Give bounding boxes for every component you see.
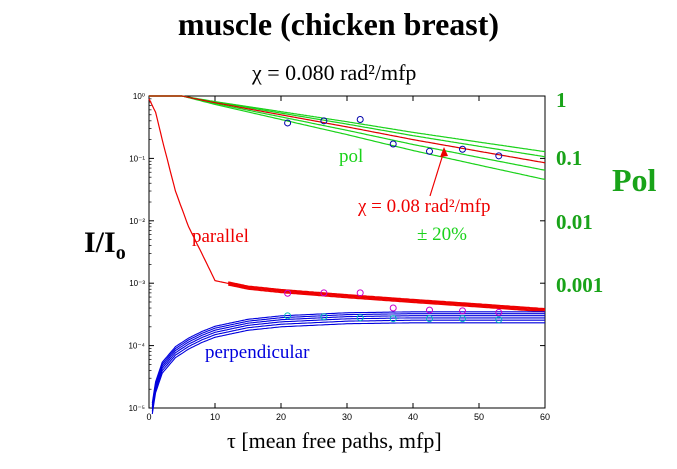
- y-tick-label: 10⁻³: [129, 279, 145, 288]
- x-tick-label: 40: [408, 412, 418, 422]
- fit-annotation: χ = 0.08 rad²/mfp: [357, 196, 491, 217]
- data-point-parallel: [284, 289, 292, 297]
- pol-fit-curve: [149, 95, 546, 164]
- perpendicular-annotation: perpendicular: [205, 342, 310, 363]
- data-point-pol: [356, 116, 364, 124]
- x-tick-label: 10: [210, 412, 220, 422]
- pol-curve: [149, 95, 546, 181]
- x-axis-label: τ [mean free paths, mfp]: [227, 428, 442, 453]
- chart-title: muscle (chicken breast): [177, 6, 500, 42]
- y-tick-label: 10⁻⁵: [129, 404, 145, 413]
- data-point-perpendicular: [459, 315, 466, 323]
- x-tick-label: 30: [342, 412, 352, 422]
- axis-ticks: 0 10 20 30 40 50 60 10⁰ 10⁻¹ 10⁻² 10⁻³ 10⁻⁴ 10⁻⁵ 1 0.1…: [128, 88, 603, 422]
- pol-curve: [149, 95, 546, 153]
- data-point-pol: [389, 140, 397, 148]
- parallel-annotation: parallel: [192, 226, 249, 247]
- y-tick-label: 10⁻²: [129, 217, 145, 226]
- data-point-perpendicular: [320, 313, 328, 321]
- data-point-perpendicular: [389, 315, 397, 323]
- perpendicular-curve: [151, 311, 545, 404]
- data-point-parallel: [426, 306, 433, 314]
- parallel-band-curve: [228, 284, 546, 313]
- right-tick-label: 0.001: [556, 273, 603, 297]
- parallel-band-curve: [228, 281, 546, 310]
- data-point-pol: [426, 147, 433, 155]
- x-tick-label: 60: [540, 412, 550, 422]
- curve-labels: pol parallel perpendicular χ = 0.08 rad²/mf…: [192, 146, 491, 363]
- data-point-parallel: [356, 289, 364, 297]
- y-axis-label-sub: o: [115, 242, 126, 264]
- data-point-perpendicular: [356, 314, 364, 322]
- chart-subtitle: χ = 0.080 rad²/mfp: [252, 60, 417, 85]
- right-axis-label: Pol: [612, 162, 657, 198]
- range-annotation: ± 20%: [417, 224, 467, 245]
- data-points: [284, 116, 503, 324]
- y-tick-label: 10⁻¹: [129, 154, 145, 163]
- x-tick-label: 0: [146, 412, 151, 422]
- data-point-pol: [284, 119, 292, 127]
- data-point-perpendicular: [495, 316, 503, 324]
- data-point-pol: [459, 145, 466, 153]
- pol-annotation: pol: [339, 146, 363, 167]
- y-axis-label-main: I/I: [84, 226, 116, 259]
- perpendicular-curve: [151, 313, 545, 405]
- fit-arrow-head: [440, 147, 448, 157]
- y-tick-label: 10⁻⁴: [128, 342, 145, 351]
- data-point-parallel: [459, 307, 466, 315]
- right-tick-label: 0.1: [556, 146, 582, 170]
- data-point-perpendicular: [426, 315, 433, 323]
- pol-curve: [149, 95, 546, 171]
- x-tick-label: 20: [276, 412, 286, 422]
- data-point-parallel: [389, 304, 397, 312]
- data-point-pol: [495, 152, 503, 160]
- fit-arrow-line: [429, 150, 445, 197]
- right-tick-label: 1: [556, 88, 567, 112]
- data-point-parallel: [495, 308, 503, 316]
- perpendicular-curve: [151, 319, 545, 412]
- perpendicular-curve: [151, 322, 545, 415]
- data-point-perpendicular: [284, 312, 292, 320]
- data-point-pol: [320, 117, 328, 125]
- parallel-band-curve: [228, 282, 546, 311]
- y-tick-label: 10⁰: [133, 92, 145, 101]
- x-tick-label: 50: [474, 412, 484, 422]
- right-tick-label: 0.01: [556, 210, 593, 234]
- perpendicular-curve: [151, 317, 545, 410]
- y-axis-label: I/Io: [84, 226, 126, 265]
- perpendicular-curve: [151, 315, 545, 407]
- data-point-parallel: [320, 289, 328, 297]
- curves: [148, 95, 546, 415]
